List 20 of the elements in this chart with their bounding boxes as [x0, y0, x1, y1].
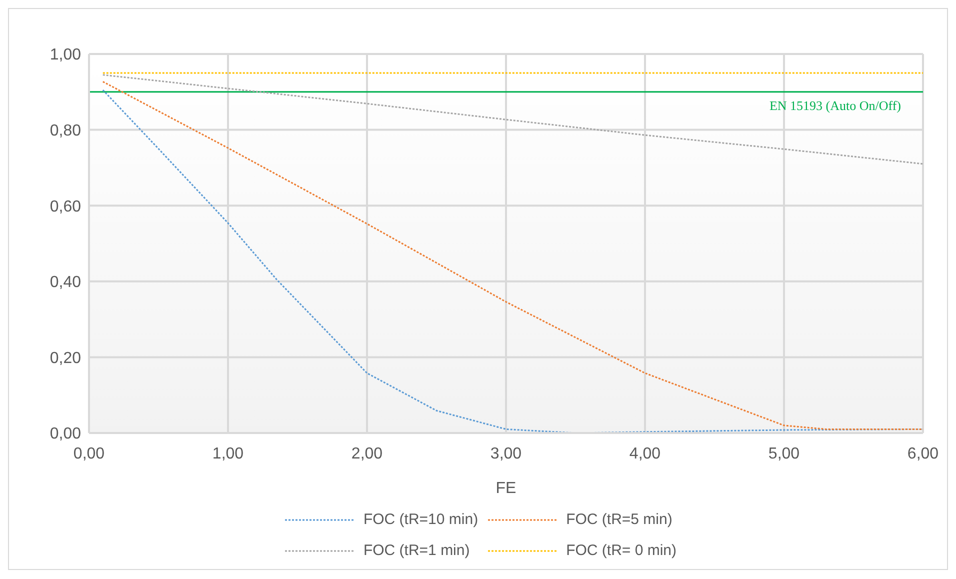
x-tick-label: 0,00 — [73, 445, 105, 462]
x-tick-label: 3,00 — [490, 445, 522, 462]
legend-label: FOC (tR=1 min) — [363, 542, 470, 559]
legend-label: FOC (tR= 0 min) — [566, 542, 677, 559]
y-tick-label: 0,00 — [50, 426, 82, 443]
x-tick-label: 4,00 — [629, 445, 661, 462]
y-tick-label: 0,80 — [50, 122, 82, 140]
y-tick-label: 1,00 — [50, 46, 82, 64]
x-tick-label: 1,00 — [212, 445, 244, 462]
x-tick-label: 2,00 — [351, 445, 383, 462]
x-axis-title: FE — [496, 480, 516, 497]
y-tick-label: 0,40 — [50, 274, 82, 292]
y-tick-label: 0,20 — [50, 350, 82, 367]
y-tick-label: 0,60 — [50, 198, 82, 216]
ref-line-label: EN 15193 (Auto On/Off) — [769, 98, 901, 113]
legend-label: FOC (tR=10 min) — [363, 511, 478, 528]
x-tick-label: 5,00 — [768, 445, 800, 462]
x-tick-label: 6,00 — [907, 445, 939, 462]
line-series — [102, 74, 923, 165]
legend-label: FOC (tR=5 min) — [566, 511, 672, 528]
